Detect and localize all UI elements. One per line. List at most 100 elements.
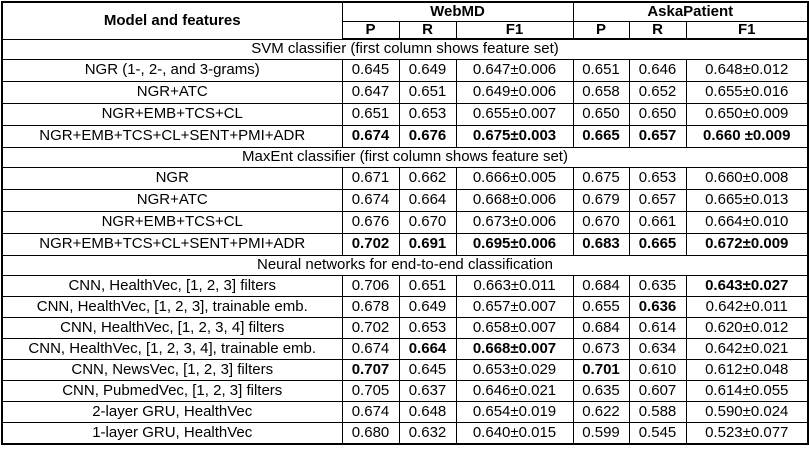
value-cell: 0.662 xyxy=(398,166,457,190)
value-cell: 0.635 xyxy=(628,275,687,298)
table-row: NGR (1-, 2-, and 3-grams) 0.645 0.649 0.… xyxy=(1,58,809,82)
value-cell: 0.671 xyxy=(341,166,400,190)
value-cell: 0.651 xyxy=(398,275,457,298)
model-cell: CNN, HealthVec, [1, 2, 3] filters xyxy=(1,275,343,298)
askapatient-f1-header: F1 xyxy=(685,20,809,40)
section-title: SVM classifier (first column shows featu… xyxy=(1,38,809,60)
value-cell: 0.650±0.009 xyxy=(685,102,809,126)
value-cell: 0.651 xyxy=(398,80,457,104)
askapatient-group-header: AskaPatient xyxy=(572,1,809,22)
value-cell: 0.702 xyxy=(341,232,400,256)
value-cell: 0.664±0.010 xyxy=(685,210,809,234)
section-header-neural: Neural networks for end-to-end classific… xyxy=(1,254,809,277)
value-cell: 0.622 xyxy=(572,401,630,424)
value-cell: 0.678 xyxy=(341,296,400,319)
table-row: CNN, HealthVec, [1, 2, 3, 4], trainable … xyxy=(1,338,809,361)
header-metric-row: P R F1 P R F1 xyxy=(2,20,809,40)
value-cell: 0.651 xyxy=(572,58,630,82)
value-cell: 0.523±0.077 xyxy=(685,422,809,445)
value-cell: 0.649 xyxy=(398,296,457,319)
table-row: CNN, HealthVec, [1, 2, 3], trainable emb… xyxy=(1,296,809,319)
table-row: NGR 0.671 0.662 0.666±0.005 0.675 0.653 … xyxy=(1,166,809,190)
value-cell: 0.668±0.006 xyxy=(455,188,574,212)
value-cell: 0.649 xyxy=(398,58,457,82)
value-cell: 0.660±0.008 xyxy=(685,166,809,190)
value-cell: 0.695±0.006 xyxy=(455,232,574,256)
table-row: 1-layer GRU, HealthVec 0.680 0.632 0.640… xyxy=(1,422,809,445)
value-cell: 0.649±0.006 xyxy=(455,80,574,104)
askapatient-r-header: R xyxy=(628,20,687,40)
value-cell: 0.634 xyxy=(628,338,687,361)
value-cell: 0.664 xyxy=(398,188,457,212)
table-row: NGR+EMB+TCS+CL 0.676 0.670 0.673±0.006 0… xyxy=(1,210,809,234)
value-cell: 0.680 xyxy=(341,422,400,445)
value-cell: 0.670 xyxy=(572,210,630,234)
value-cell: 0.675 xyxy=(572,166,630,190)
webmd-f1-header: F1 xyxy=(455,20,574,40)
value-cell: 0.545 xyxy=(628,422,687,445)
value-cell: 0.650 xyxy=(572,102,630,126)
value-cell: 0.653 xyxy=(398,102,457,126)
value-cell: 0.663±0.011 xyxy=(455,275,574,298)
value-cell: 0.653±0.029 xyxy=(455,359,574,382)
value-cell: 0.664 xyxy=(398,338,457,361)
value-cell: 0.648 xyxy=(398,401,457,424)
model-cell: CNN, PubmedVec, [1, 2, 3] filters xyxy=(1,380,343,403)
value-cell: 0.646±0.021 xyxy=(455,380,574,403)
value-cell: 0.657 xyxy=(628,124,687,148)
webmd-r-header: R xyxy=(398,20,457,40)
value-cell: 0.684 xyxy=(572,275,630,298)
table-row: NGR+ATC 0.647 0.651 0.649±0.006 0.658 0.… xyxy=(1,80,809,104)
section-header-maxent: MaxEnt classifier (first column shows fe… xyxy=(1,146,809,168)
value-cell: 0.643±0.027 xyxy=(685,275,809,298)
value-cell: 0.674 xyxy=(341,338,400,361)
value-cell: 0.614±0.055 xyxy=(685,380,809,403)
value-cell: 0.632 xyxy=(398,422,457,445)
model-cell: 2-layer GRU, HealthVec xyxy=(1,401,343,424)
table-row: CNN, HealthVec, [1, 2, 3] filters 0.706 … xyxy=(1,275,809,298)
value-cell: 0.636 xyxy=(628,296,687,319)
value-cell: 0.676 xyxy=(398,124,457,148)
table-row: 2-layer GRU, HealthVec 0.674 0.648 0.654… xyxy=(1,401,809,424)
value-cell: 0.655±0.007 xyxy=(455,102,574,126)
value-cell: 0.676 xyxy=(341,210,400,234)
askapatient-p-header: P xyxy=(572,20,630,40)
value-cell: 0.701 xyxy=(572,359,630,382)
section-header-svm: SVM classifier (first column shows featu… xyxy=(1,38,809,60)
value-cell: 0.610 xyxy=(628,359,687,382)
value-cell: 0.665 xyxy=(572,124,630,148)
value-cell: 0.635 xyxy=(572,380,630,403)
value-cell: 0.599 xyxy=(572,422,630,445)
header-group-row: Model and features WebMD AskaPatient xyxy=(1,1,809,40)
value-cell: 0.673±0.006 xyxy=(455,210,574,234)
value-cell: 0.665±0.013 xyxy=(685,188,809,212)
value-cell: 0.612±0.048 xyxy=(685,359,809,382)
model-cell: CNN, HealthVec, [1, 2, 3], trainable emb… xyxy=(1,296,343,319)
model-cell: NGR (1-, 2-, and 3-grams) xyxy=(1,58,343,82)
value-cell: 0.647±0.006 xyxy=(455,58,574,82)
webmd-group-header: WebMD xyxy=(341,1,574,22)
value-cell: 0.672±0.009 xyxy=(685,232,809,256)
value-cell: 0.660 ±0.009 xyxy=(685,124,809,148)
value-cell: 0.691 xyxy=(398,232,457,256)
value-cell: 0.675±0.003 xyxy=(455,124,574,148)
value-cell: 0.607 xyxy=(628,380,687,403)
table-row: CNN, PubmedVec, [1, 2, 3] filters 0.705 … xyxy=(1,380,809,403)
value-cell: 0.653 xyxy=(628,166,687,190)
value-cell: 0.642±0.011 xyxy=(685,296,809,319)
value-cell: 0.673 xyxy=(572,338,630,361)
value-cell: 0.645 xyxy=(341,58,400,82)
value-cell: 0.648±0.012 xyxy=(685,58,809,82)
webmd-p-header: P xyxy=(341,20,400,40)
value-cell: 0.707 xyxy=(341,359,400,382)
value-cell: 0.647 xyxy=(341,80,400,104)
value-cell: 0.668±0.007 xyxy=(455,338,574,361)
model-cell: 1-layer GRU, HealthVec xyxy=(1,422,343,445)
value-cell: 0.614 xyxy=(628,317,687,340)
value-cell: 0.653 xyxy=(398,317,457,340)
value-cell: 0.706 xyxy=(341,275,400,298)
value-cell: 0.661 xyxy=(628,210,687,234)
table-row: NGR+EMB+TCS+CL+SENT+PMI+ADR 0.674 0.676 … xyxy=(1,124,809,148)
value-cell: 0.588 xyxy=(628,401,687,424)
